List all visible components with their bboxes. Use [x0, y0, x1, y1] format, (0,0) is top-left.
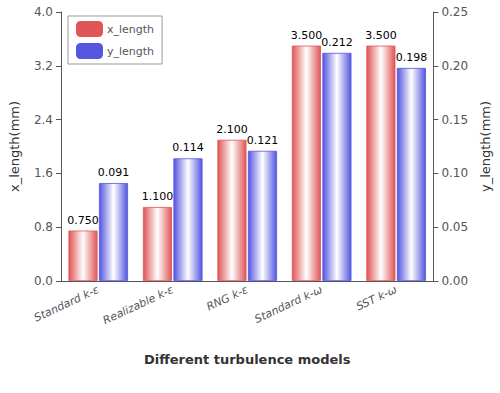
svg-text:x_length(mm): x_length(mm) — [7, 101, 22, 192]
svg-text:0.10: 0.10 — [441, 166, 468, 180]
svg-text:SST k-ω: SST k-ω — [354, 283, 399, 313]
svg-text:RNG k-ε: RNG k-ε — [204, 283, 250, 313]
svg-text:0.15: 0.15 — [441, 113, 468, 127]
svg-text:0.121: 0.121 — [247, 134, 279, 147]
svg-text:Standard k-ω: Standard k-ω — [253, 283, 325, 326]
svg-text:0.0: 0.0 — [34, 274, 53, 288]
svg-text:0.212: 0.212 — [321, 36, 353, 49]
svg-text:3.500: 3.500 — [365, 29, 397, 42]
svg-text:0.8: 0.8 — [34, 220, 53, 234]
svg-text:0.091: 0.091 — [98, 166, 130, 179]
svg-text:0.20: 0.20 — [441, 59, 468, 73]
svg-text:Standard k-ε: Standard k-ε — [32, 283, 101, 324]
svg-text:Realizable k-ε: Realizable k-ε — [101, 283, 176, 327]
svg-text:2.4: 2.4 — [34, 113, 53, 127]
svg-text:0.750: 0.750 — [67, 214, 99, 227]
svg-text:1.6: 1.6 — [34, 166, 53, 180]
svg-text:x_length: x_length — [107, 23, 154, 36]
svg-text:0.198: 0.198 — [396, 51, 428, 64]
svg-text:0.25: 0.25 — [441, 5, 468, 19]
svg-text:0.114: 0.114 — [172, 141, 204, 154]
svg-text:2.100: 2.100 — [216, 123, 248, 136]
svg-text:y_length(mm): y_length(mm) — [478, 101, 493, 192]
svg-text:1.100: 1.100 — [142, 190, 174, 203]
svg-text:0.00: 0.00 — [441, 274, 468, 288]
svg-text:3.2: 3.2 — [34, 59, 53, 73]
svg-text:Different turbulence models: Different turbulence models — [144, 352, 351, 367]
svg-text:4.0: 4.0 — [34, 5, 53, 19]
svg-text:y_length: y_length — [107, 45, 154, 58]
svg-text:0.05: 0.05 — [441, 220, 468, 234]
svg-text:3.500: 3.500 — [291, 29, 323, 42]
